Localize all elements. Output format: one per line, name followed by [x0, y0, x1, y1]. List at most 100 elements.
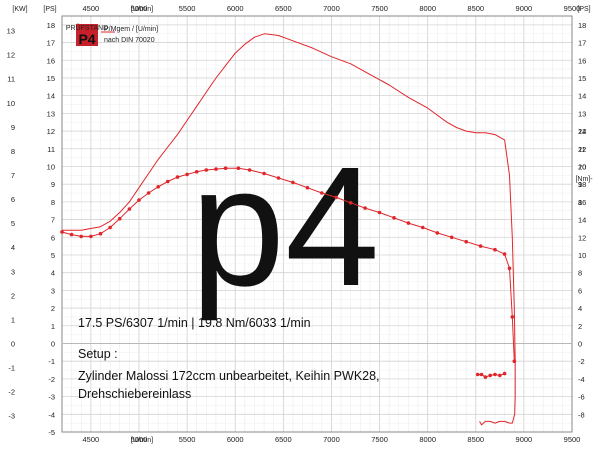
torque-point: [449, 235, 454, 240]
nm-tick-label: 6: [578, 286, 582, 295]
torque-point: [89, 234, 93, 239]
torque-point: [502, 371, 507, 376]
nm-tick-label: -4: [578, 375, 585, 384]
torque-point: [204, 168, 209, 172]
nm-tick-label: 0: [578, 339, 582, 348]
kw-tick-label: 8: [11, 147, 15, 156]
torque-point: [117, 216, 122, 221]
ps-tick-label-left: 0: [51, 339, 55, 348]
peak-annotation: 17.5 PS/6307 1/min | 19.8 Nm/6033 1/min: [78, 316, 311, 330]
torque-point: [392, 216, 396, 220]
x-tick-label-bottom: 7500: [371, 435, 388, 444]
torque-point: [510, 315, 515, 319]
torque-point: [478, 244, 483, 248]
nm-tick-label: 24: [578, 127, 586, 136]
torque-point: [406, 221, 411, 225]
kw-tick-label: 0: [11, 339, 15, 348]
kw-tick-label: -1: [8, 364, 15, 373]
nm-tick-label: 10: [578, 251, 586, 260]
x-unit-label-top: [U/min]: [131, 6, 153, 13]
ps-tick-label-right: 11: [578, 145, 586, 154]
kw-tick-label: 11: [7, 75, 15, 84]
kw-tick-label: -3: [8, 412, 15, 421]
kw-tick-label: 7: [11, 171, 15, 180]
ps-tick-label-right: 14: [578, 92, 586, 101]
torque-point: [60, 230, 64, 234]
ps-tick-label-right: 8: [578, 198, 582, 207]
x-tick-label-bottom: 7000: [323, 435, 340, 444]
x-tick-label-bottom: 4500: [83, 435, 100, 444]
x-tick-label-bottom: 6500: [275, 435, 292, 444]
x-tick-label-bottom: 5000: [131, 435, 148, 444]
torque-point: [479, 372, 484, 377]
x-tick-label-top: 6500: [275, 4, 292, 13]
ps-tick-label-right: 12: [578, 127, 586, 136]
series-line-ps: [62, 33, 516, 426]
nm-unit-label: [Nm]-: [575, 176, 593, 183]
setup-line1: Zylinder Malossi 172ccm unbearbeitet, Ke…: [78, 369, 380, 383]
ps-tick-label-left: 17: [47, 39, 55, 48]
torque-point: [194, 170, 199, 174]
ps-tick-label-right: 16: [578, 56, 586, 65]
kw-tick-label: 13: [7, 27, 15, 36]
torque-point: [79, 234, 83, 239]
ps-tick-label-left: 1: [51, 322, 55, 331]
watermark: p4: [190, 132, 379, 322]
ps-tick-label-right: 13: [578, 109, 586, 118]
nm-tick-label: 8: [578, 269, 582, 278]
ps-tick-label-left: -4: [48, 410, 55, 419]
torque-point: [507, 266, 512, 271]
legend-line1: P/Mgem / [U/min]: [104, 26, 158, 33]
ps-tick-label-left: 15: [47, 74, 55, 83]
torque-point: [498, 373, 502, 378]
ps-tick-label-left: 3: [51, 286, 55, 295]
torque-point: [137, 198, 141, 202]
x-tick-label-bottom: 9500: [564, 435, 581, 444]
torque-point: [236, 166, 241, 170]
torque-point: [214, 167, 218, 171]
x-tick-label-top: 8500: [467, 4, 484, 13]
torque-point: [98, 231, 103, 236]
legend-badge-caption: PRÜFSTAND: [66, 24, 108, 32]
ps-tick-label-right: 15: [578, 74, 586, 83]
nm-tick-label: 18: [578, 180, 586, 189]
ps-tick-label-left: 6: [51, 233, 55, 242]
x-tick-label-top: 6000: [227, 4, 244, 13]
kw-tick-label: 6: [11, 195, 15, 204]
ps-tick-label-right: 9: [578, 180, 582, 189]
kw-tick-label: 9: [11, 123, 15, 132]
torque-point: [156, 185, 160, 189]
x-tick-label-top: 9500: [564, 4, 581, 13]
x-tick-label-top: 8000: [419, 4, 436, 13]
torque-point: [166, 179, 170, 184]
ps-tick-label-left: 16: [47, 56, 55, 65]
torque-point: [291, 180, 295, 185]
ps-tick-label-left: 18: [47, 21, 55, 30]
kw-tick-label: -2: [8, 388, 15, 397]
ps-tick-label-left: 14: [47, 92, 55, 101]
x-tick-label-top: 7500: [371, 4, 388, 13]
ps-tick-label-left: 10: [47, 162, 55, 171]
torque-point: [512, 359, 517, 364]
nm-tick-label: 12: [578, 233, 586, 242]
torque-point: [320, 191, 324, 195]
nm-tick-label: 22: [578, 145, 586, 154]
x-tick-label-bottom: 5500: [179, 435, 196, 444]
grid: [61, 15, 573, 433]
torque-point: [493, 247, 497, 252]
x-unit-label-bottom: [U/min]: [131, 437, 153, 444]
x-tick-label-top: 4500: [83, 4, 100, 13]
nm-tick-label: -6: [578, 393, 585, 402]
setup-title: Setup :: [78, 347, 118, 361]
kw-unit-label: [KW]: [12, 6, 27, 13]
plot-frame: [61, 15, 573, 433]
x-tick-label-top: 9000: [516, 4, 533, 13]
ps-tick-label-right: 18: [578, 21, 586, 30]
kw-tick-label: 3: [11, 267, 15, 276]
ps-tick-label-left: 5: [51, 251, 55, 260]
ps-tick-label-right: 10: [578, 162, 586, 171]
ps-tick-label-left: 13: [47, 109, 55, 118]
torque-point: [475, 372, 480, 377]
nm-tick-label: 2: [578, 322, 582, 331]
